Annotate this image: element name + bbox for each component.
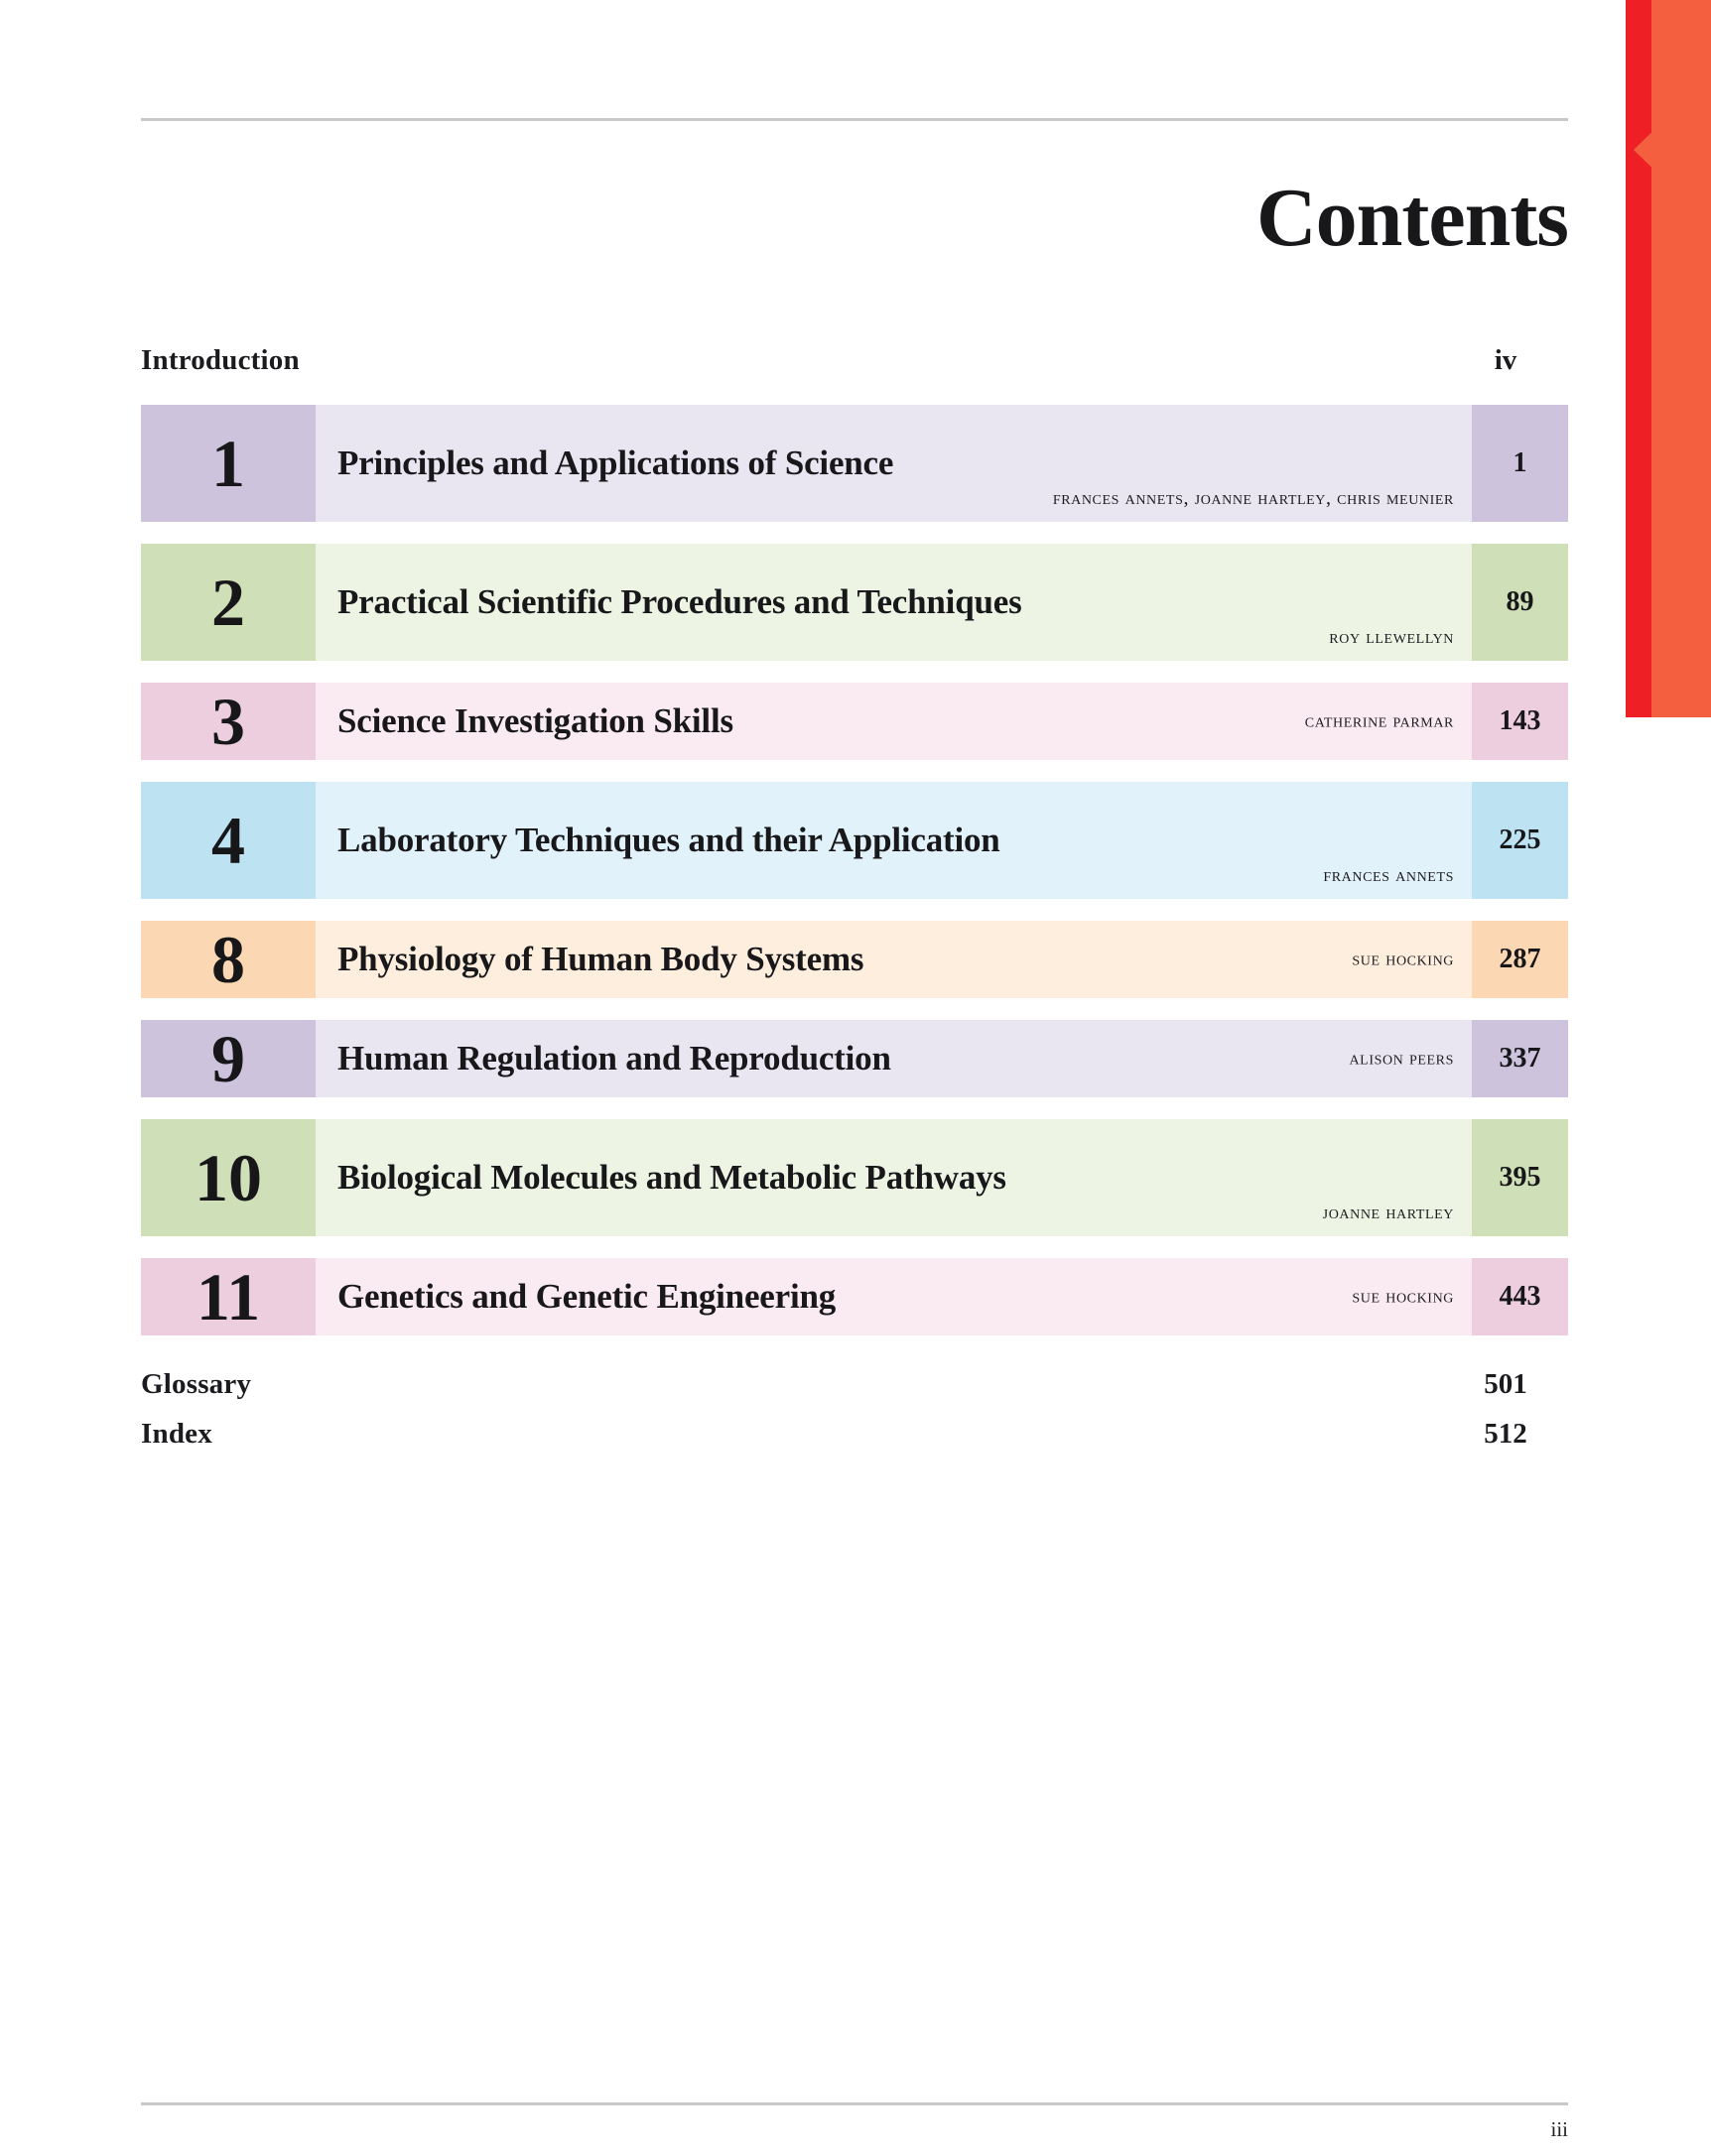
page-body: Contents Introduction iv 1 Principles and…: [141, 118, 1569, 2141]
chapter-row[interactable]: 4 Laboratory Techniques and their Applica…: [141, 782, 1568, 899]
chapter-row[interactable]: 1 Principles and Applications of Science F…: [141, 405, 1568, 522]
chapter-author: Sue Hocking: [1352, 948, 1454, 970]
chapter-row[interactable]: 8 Physiology of Human Body Systems Sue Hoc…: [141, 921, 1568, 998]
chapter-title: Science Investigation Skills: [337, 701, 733, 741]
chapter-row[interactable]: 3 Science Investigation Skills Catherine P…: [141, 683, 1568, 760]
back-matter-page-number: 512: [1484, 1417, 1527, 1450]
chapter-author: Roy Llewellyn: [1329, 626, 1454, 648]
page-folio: iii: [1550, 2117, 1568, 2141]
chapter-author: Joanne Hartley: [1322, 1202, 1454, 1223]
chapter-body: Genetics and Genetic Engineering Sue Hock…: [316, 1258, 1472, 1335]
chapter-number: 11: [141, 1258, 316, 1335]
chapter-number: 4: [141, 782, 316, 899]
chapter-title: Laboratory Techniques and their Applicat…: [337, 821, 1000, 860]
chapter-number: 10: [141, 1119, 316, 1236]
header-rule: [141, 118, 1568, 121]
chapter-row[interactable]: 11 Genetics and Genetic Engineering Sue Ho…: [141, 1258, 1568, 1335]
edge-tab-arrow-icon: [1634, 119, 1665, 181]
back-matter-list: Glossary 501 Index 512: [141, 1361, 1568, 1457]
chapter-page-number: 337: [1472, 1020, 1568, 1097]
chapter-title: Principles and Applications of Science: [337, 444, 894, 483]
chapter-row[interactable]: 9 Human Regulation and Reproduction Alison…: [141, 1020, 1568, 1097]
edge-tab-light-panel: [1651, 0, 1711, 717]
toc-entry-glossary[interactable]: Glossary 501: [141, 1361, 1568, 1407]
back-matter-label: Index: [141, 1417, 212, 1450]
chapter-row[interactable]: 10 Biological Molecules and Metabolic Pat…: [141, 1119, 1568, 1236]
chapter-number: 9: [141, 1020, 316, 1097]
chapter-number: 2: [141, 544, 316, 661]
edge-tab-dark-strip: [1626, 0, 1653, 717]
chapter-author: Catherine Parmar: [1304, 709, 1454, 732]
chapter-page-number: 1: [1472, 405, 1568, 522]
chapter-page-number: 225: [1472, 782, 1568, 899]
chapter-title: Genetics and Genetic Engineering: [337, 1277, 837, 1317]
chapter-body: Science Investigation Skills Catherine Pa…: [316, 683, 1472, 760]
chapter-title: Biological Molecules and Metabolic Pathw…: [337, 1158, 1006, 1198]
chapter-title: Physiology of Human Body Systems: [337, 940, 864, 979]
back-matter-label: Glossary: [141, 1367, 252, 1400]
chapter-author: Frances Annets, Joanne Hartley, Chris Me…: [1052, 487, 1454, 509]
chapter-body: Laboratory Techniques and their Applicat…: [316, 782, 1472, 899]
chapter-body: Principles and Applications of Science Fr…: [316, 405, 1472, 522]
chapter-body: Biological Molecules and Metabolic Pathw…: [316, 1119, 1472, 1236]
toc-entry-index[interactable]: Index 512: [141, 1411, 1568, 1457]
toc-entry-introduction[interactable]: Introduction iv: [141, 337, 1568, 383]
table-of-contents: Introduction iv 1 Principles and Applicat…: [141, 337, 1568, 1457]
chapter-list: 1 Principles and Applications of Science F…: [141, 405, 1568, 1335]
introduction-page-number: iv: [1494, 343, 1517, 376]
chapter-number: 1: [141, 405, 316, 522]
chapter-body: Physiology of Human Body Systems Sue Hock…: [316, 921, 1472, 998]
chapter-body: Practical Scientific Procedures and Tech…: [316, 544, 1472, 661]
edge-thumb-tab: [1626, 0, 1711, 717]
chapter-page-number: 89: [1472, 544, 1568, 661]
footer-rule: [141, 2102, 1568, 2105]
chapter-author: Frances Annets: [1323, 864, 1454, 886]
chapter-author: Sue Hocking: [1352, 1285, 1454, 1308]
chapter-page-number: 287: [1472, 921, 1568, 998]
chapter-number: 3: [141, 683, 316, 760]
chapter-page-number: 143: [1472, 683, 1568, 760]
chapter-number: 8: [141, 921, 316, 998]
chapter-title: Practical Scientific Procedures and Tech…: [337, 582, 1022, 622]
chapter-author: Alison Peers: [1349, 1047, 1454, 1070]
page-title: Contents: [1255, 172, 1569, 264]
back-matter-page-number: 501: [1484, 1367, 1527, 1400]
introduction-label: Introduction: [141, 343, 300, 376]
chapter-title: Human Regulation and Reproduction: [337, 1039, 891, 1078]
chapter-body: Human Regulation and Reproduction Alison …: [316, 1020, 1472, 1097]
chapter-row[interactable]: 2 Practical Scientific Procedures and Tec…: [141, 544, 1568, 661]
chapter-page-number: 443: [1472, 1258, 1568, 1335]
chapter-page-number: 395: [1472, 1119, 1568, 1236]
